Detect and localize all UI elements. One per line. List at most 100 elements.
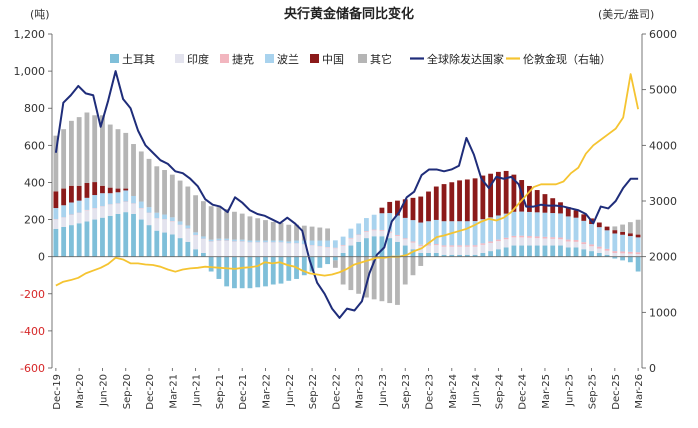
bar-印度 [232,241,237,257]
bar-土耳其 [138,219,144,257]
bar-波兰 [426,221,431,245]
bar-其它 [131,144,136,196]
bar-印度 [247,242,253,257]
bar-土耳其 [573,247,579,257]
bar-波兰 [340,236,346,245]
bar-中国 [488,173,494,218]
bar-波兰 [270,240,276,243]
bar-印度 [371,230,377,237]
bar-中国 [464,179,470,222]
bar-印度 [604,250,610,255]
bar-波兰 [162,214,167,220]
bar-土耳其 [115,213,121,257]
bar-印度 [457,246,462,255]
bar-印度 [364,231,369,239]
bar-波兰 [550,213,556,238]
bar-捷克 [573,239,579,242]
bar-印度 [395,235,400,242]
bar-捷克 [511,235,517,238]
x-tick-label: Mar-22 [261,374,272,409]
bar-波兰 [100,193,105,207]
bar-土耳其 [200,252,206,257]
bar-其它 [356,256,362,294]
bar-其它 [294,224,299,241]
bar-波兰 [177,221,183,225]
bar-波兰 [239,239,245,242]
bar-土耳其 [53,228,59,257]
bar-其它 [332,260,338,268]
bar-其它 [278,222,284,241]
x-tick-label: Sep-20 [122,374,133,409]
bar-其它 [371,256,377,300]
bar-土耳其 [395,241,400,257]
right-axis-unit: (美元/盎司) [598,7,654,21]
bar-中国 [84,183,90,198]
bar-印度 [527,237,532,246]
bar-土耳其 [332,256,338,261]
bar-捷克 [379,229,385,231]
bar-印度 [317,246,323,257]
bar-印度 [495,241,501,250]
bar-土耳其 [503,247,509,257]
x-tick-label: Jun-22 [285,374,296,407]
bar-其它 [418,256,424,266]
bar-印度 [61,217,67,227]
x-tick-label: Dec-22 [331,374,342,410]
bar-中国 [426,191,431,222]
bar-捷克 [371,229,377,231]
bar-波兰 [348,228,354,238]
bar-波兰 [92,195,98,209]
x-tick-label: Sep-21 [215,374,226,409]
bar-印度 [565,241,571,248]
bar-其它 [177,180,183,222]
bar-中国 [107,187,113,194]
bar-其它 [84,112,90,183]
bar-印度 [488,242,494,252]
bar-印度 [519,237,525,246]
bar-波兰 [589,224,594,245]
bar-其它 [208,206,214,240]
bar-捷克 [596,246,602,249]
bar-印度 [208,241,214,257]
x-tick-label: Sep-22 [308,374,319,409]
bar-土耳其 [449,254,455,257]
bar-波兰 [402,217,408,239]
x-tick-label: Jun-24 [471,374,482,407]
bar-中国 [449,182,455,222]
bar-捷克 [402,238,408,240]
legend-swatch [310,54,319,63]
bar-土耳其 [169,234,175,257]
x-tick-label: Sep-24 [494,374,505,409]
bar-波兰 [495,215,501,240]
bar-波兰 [263,240,268,243]
x-tick-label: Mar-21 [168,374,179,409]
bar-印度 [464,246,470,255]
bar-中国 [441,184,447,222]
bar-波兰 [627,236,633,252]
bar-波兰 [208,239,214,242]
bar-印度 [286,243,292,257]
bar-中国 [418,196,424,223]
bar-印度 [162,219,167,233]
legend: 土耳其 印度 捷克 波兰 中国 其它 全球除发达国家 伦敦金现（右轴） [110,52,611,66]
bar-印度 [449,246,455,255]
bar-土耳其 [371,236,377,257]
bar-波兰 [558,213,563,238]
bar-波兰 [53,208,59,220]
bar-波兰 [61,205,67,218]
bar-波兰 [115,192,121,204]
bar-印度 [542,238,548,246]
bar-印度 [84,210,90,222]
bar-波兰 [457,221,462,246]
bar-其它 [402,256,408,285]
left-tick-label: -600 [20,362,45,375]
bar-土耳其 [325,256,330,265]
bar-捷克 [581,242,587,245]
bar-印度 [146,213,152,226]
bar-土耳其 [542,245,548,257]
legend-swatch [265,54,274,63]
bar-捷克 [503,237,509,240]
bar-捷克 [620,251,625,254]
bar-捷克 [565,239,571,242]
bar-layer [53,112,641,305]
